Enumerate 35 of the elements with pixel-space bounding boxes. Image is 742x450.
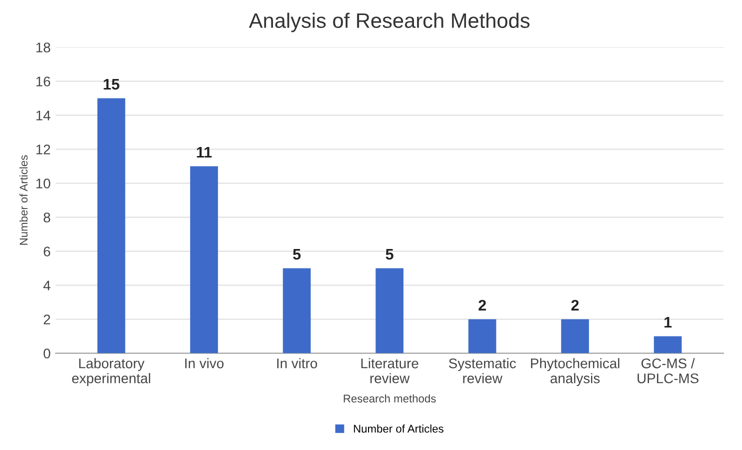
x-tick-label: GC-MS / UPLC-MS — [638, 358, 698, 384]
data-label: 2 — [478, 300, 486, 311]
y-tick-label: 10 — [36, 178, 50, 188]
data-label: 5 — [293, 249, 301, 260]
bar — [190, 166, 218, 354]
x-tick-label: Systematic review — [448, 358, 516, 384]
y-tick-label: 16 — [36, 76, 50, 86]
y-tick-label: 8 — [44, 212, 50, 222]
y-tick-label: 6 — [44, 246, 50, 256]
y-tick-label: 4 — [43, 280, 50, 290]
y-tick-label: 12 — [36, 144, 50, 154]
data-label: 11 — [196, 147, 212, 158]
y-tick-label: 14 — [36, 110, 50, 120]
y-tick-label: 18 — [36, 42, 50, 52]
x-tick-label: In vivo — [185, 358, 224, 368]
y-axis-title: Number of Articles — [19, 155, 28, 245]
bar — [468, 319, 496, 354]
legend-label: Number of Articles — [354, 424, 444, 433]
bar — [97, 98, 126, 354]
x-tick-label: Phytochemical analysis — [531, 358, 620, 386]
data-label: 15 — [104, 79, 120, 90]
y-tick-label: 0 — [44, 348, 50, 358]
data-label: 2 — [571, 300, 579, 311]
bar — [654, 336, 682, 354]
data-label: 1 — [664, 317, 672, 328]
bar — [561, 319, 589, 354]
x-tick-label: Laboratory experimental — [72, 358, 150, 386]
x-tick-label: Literature review — [361, 358, 418, 384]
bar — [376, 268, 404, 354]
x-axis-title: Research methods — [344, 394, 436, 403]
data-label: 5 — [386, 249, 394, 260]
chart-title: Analysis of Research Methods — [248, 12, 530, 32]
y-tick-label: 2 — [44, 314, 50, 324]
bar — [282, 268, 311, 354]
x-tick-label: In vitro — [277, 358, 318, 368]
